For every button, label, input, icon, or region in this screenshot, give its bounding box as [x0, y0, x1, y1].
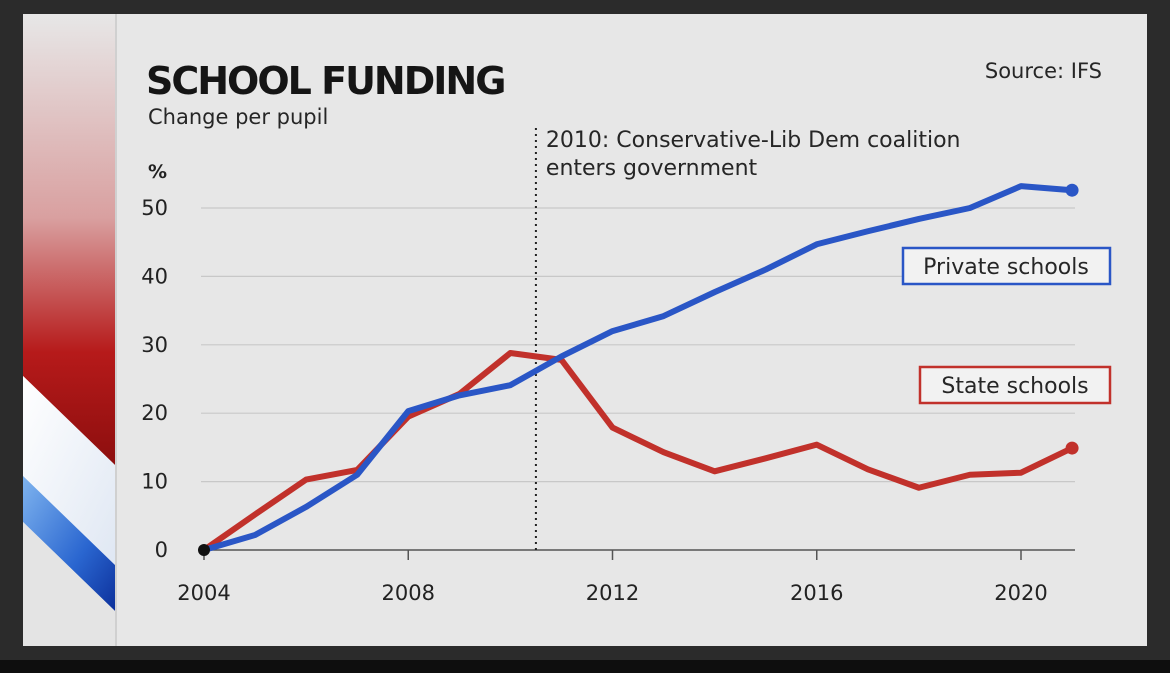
origin-point	[198, 544, 210, 556]
chart-svg: SCHOOL FUNDING Change per pupil Source: …	[23, 14, 1112, 646]
x-axis: 2004 2008 2012 2016 2020	[177, 549, 1075, 605]
legend-state-label: State schools	[941, 374, 1088, 399]
private-schools-line	[201, 183, 1076, 553]
private-schools-end-point	[1065, 183, 1079, 197]
state-schools-line	[201, 350, 1076, 553]
x-tick-label: 2008	[382, 581, 435, 605]
x-tick-label: 2012	[586, 581, 639, 605]
state-schools-end-point	[1065, 441, 1079, 455]
annotation-line-1: 2010: Conservative-Lib Dem coalition	[546, 128, 961, 153]
x-tick-label: 2016	[790, 581, 843, 605]
source-label: Source: IFS	[985, 59, 1102, 83]
series-layer	[198, 183, 1079, 556]
x-tick-label: 2020	[994, 581, 1047, 605]
x-tick-label: 2004	[177, 581, 230, 605]
y-tick-label: 30	[141, 333, 168, 357]
y-tick-label: 0	[155, 538, 168, 562]
y-tick-label: 10	[141, 470, 168, 494]
legend-private-label: Private schools	[923, 255, 1089, 280]
chart-frame: SCHOOL FUNDING Change per pupil Source: …	[23, 14, 1147, 646]
legend-state: State schools	[918, 365, 1112, 405]
chart-title: SCHOOL FUNDING	[146, 59, 504, 103]
y-unit-label: %	[148, 161, 167, 183]
bottom-band	[0, 660, 1170, 673]
legend-private: Private schools	[901, 246, 1112, 286]
y-axis-ticks: 0 10 20 30 40 50	[141, 196, 168, 562]
annotation-line-2: enters government	[546, 156, 758, 181]
y-tick-label: 50	[141, 196, 168, 220]
decorative-ribbon	[23, 14, 117, 646]
chart-subtitle: Change per pupil	[148, 105, 328, 129]
y-tick-label: 20	[141, 401, 168, 425]
y-tick-label: 40	[141, 264, 168, 288]
legend-private-box	[901, 246, 1112, 286]
legend-state-box	[918, 365, 1112, 405]
